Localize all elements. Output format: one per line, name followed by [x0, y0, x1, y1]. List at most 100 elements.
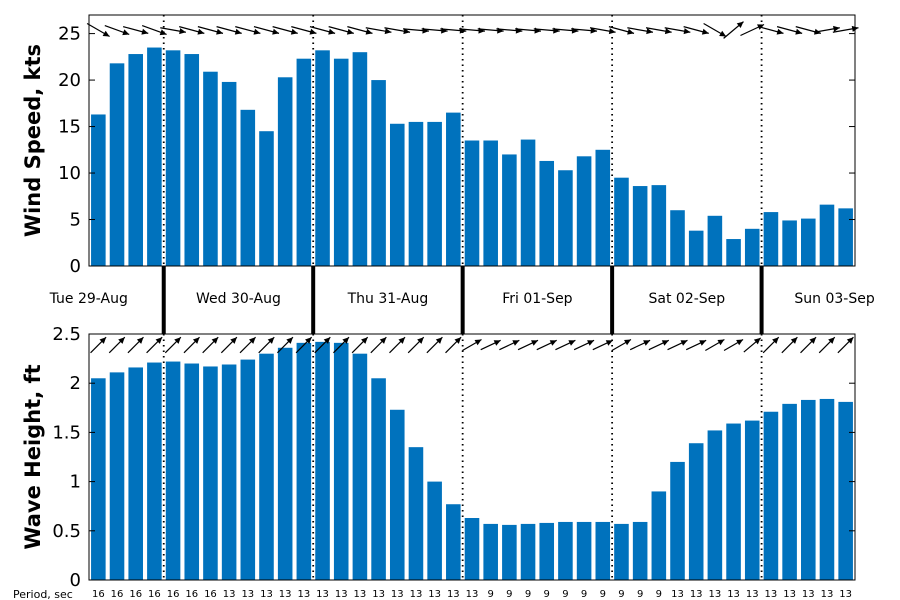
direction-arrow — [762, 336, 780, 354]
period-value: 13 — [372, 589, 385, 600]
direction-arrow — [127, 336, 144, 354]
wind-speed-bar — [838, 208, 853, 266]
wind-speed-bar — [427, 121, 442, 266]
direction-arrow — [608, 26, 635, 35]
direction-arrow — [104, 24, 130, 36]
wave-height-bar — [333, 342, 349, 580]
direction-arrow — [253, 26, 280, 35]
period-value: 13 — [690, 589, 703, 600]
period-value: 13 — [241, 589, 254, 600]
y-tick-label: 0 — [70, 256, 81, 277]
wave-height-bar — [427, 481, 442, 580]
direction-arrow — [216, 26, 242, 35]
period-value: 9 — [581, 589, 587, 600]
wind-speed-bar — [109, 63, 125, 266]
direction-arrow — [276, 336, 294, 354]
direction-arrow — [517, 339, 539, 351]
day-label: Sat 02-Sep — [649, 291, 726, 307]
wind-speed-bar — [632, 186, 648, 266]
direction-arrow — [743, 337, 762, 353]
wind-speed-bar — [259, 131, 274, 266]
wind-speed-bar — [688, 230, 704, 266]
wind-speed-bar — [782, 220, 797, 266]
wave-height-bar — [203, 366, 218, 580]
wind-speed-bar — [763, 212, 779, 266]
wind-speed-bar — [744, 228, 760, 266]
direction-arrow — [291, 26, 317, 35]
direction-arrow — [328, 26, 354, 35]
direction-arrow — [723, 21, 744, 39]
wave-height-bar — [558, 521, 573, 580]
wave-height-bars — [91, 341, 853, 580]
direction-arrow — [202, 336, 219, 354]
period-values: 16 16 16 16 16 16 16 13 13 13 13 13 13 13 13 13 13 13 13 13… — [92, 589, 852, 600]
direction-arrow — [235, 26, 261, 35]
direction-arrow — [837, 336, 854, 354]
wave-height-bar — [240, 359, 256, 580]
wave-height-bar — [464, 518, 480, 580]
direction-arrow — [781, 336, 798, 354]
wind-speed-bar — [726, 239, 741, 266]
y-tick-label: 1.5 — [52, 422, 81, 443]
wave-height-bar — [483, 523, 498, 580]
wind-speed-bar — [502, 154, 517, 266]
period-value: 16 — [129, 589, 142, 600]
wind-speed-bar — [296, 58, 312, 266]
y-tick-label: 2.5 — [52, 324, 81, 345]
wind-speed-y-axis: 0 5 10 15 20 25 — [58, 24, 855, 277]
wave-height-bar — [408, 447, 424, 580]
direction-arrow — [462, 338, 482, 352]
y-tick-label: 15 — [58, 117, 81, 138]
wave-height-bar — [614, 523, 629, 580]
wave-height-bar — [446, 504, 461, 580]
period-value: 16 — [167, 589, 180, 600]
y-tick-label: 0 — [70, 570, 81, 591]
wind-speed-bar — [128, 54, 143, 266]
direction-arrow — [499, 339, 520, 351]
direction-arrow — [818, 336, 836, 354]
wave-height-bar — [651, 491, 667, 580]
wave-height-bar — [389, 409, 405, 580]
direction-arrow — [536, 339, 557, 351]
wind-speed-bar — [595, 149, 611, 266]
direction-arrow — [295, 336, 313, 354]
direction-arrow — [573, 339, 595, 351]
wind-speed-bar — [221, 81, 237, 266]
y-tick-label: 2 — [70, 373, 81, 394]
direction-arrow — [645, 27, 672, 35]
period-value: 9 — [487, 589, 493, 600]
period-value: 13 — [727, 589, 740, 600]
wind-speed-bar — [539, 160, 555, 266]
wave-height-bar — [128, 367, 143, 580]
wave-height-bar — [165, 361, 181, 580]
direction-arrow — [141, 24, 167, 36]
direction-arrow — [667, 339, 688, 351]
wind-speed-bar — [483, 140, 498, 266]
wind-speed-bar — [819, 204, 835, 266]
direction-arrow — [333, 336, 350, 354]
period-value: 13 — [671, 589, 684, 600]
period-value: 13 — [335, 589, 348, 600]
direction-arrow — [351, 336, 369, 354]
direction-arrow — [589, 27, 616, 35]
period-value: 9 — [525, 589, 531, 600]
wind-speed-bar — [614, 177, 629, 266]
wind-speed-bar — [333, 58, 349, 266]
y-tick-label: 10 — [58, 163, 81, 184]
direction-arrow — [365, 27, 392, 35]
period-value: 9 — [506, 589, 512, 600]
direction-arrow — [258, 336, 275, 354]
direction-arrow — [86, 22, 110, 38]
wind-day-dividers — [162, 15, 763, 266]
wind-speed-bar — [464, 140, 480, 266]
period-value: 13 — [316, 589, 329, 600]
direction-arrow — [627, 27, 654, 35]
direction-arrow — [90, 336, 107, 354]
wave-height-bar — [352, 353, 368, 580]
period-value: 13 — [746, 589, 759, 600]
wave-height-bar — [707, 430, 723, 580]
wind-speed-bar — [277, 77, 293, 266]
direction-arrow — [122, 26, 149, 35]
direction-arrow — [197, 26, 224, 35]
